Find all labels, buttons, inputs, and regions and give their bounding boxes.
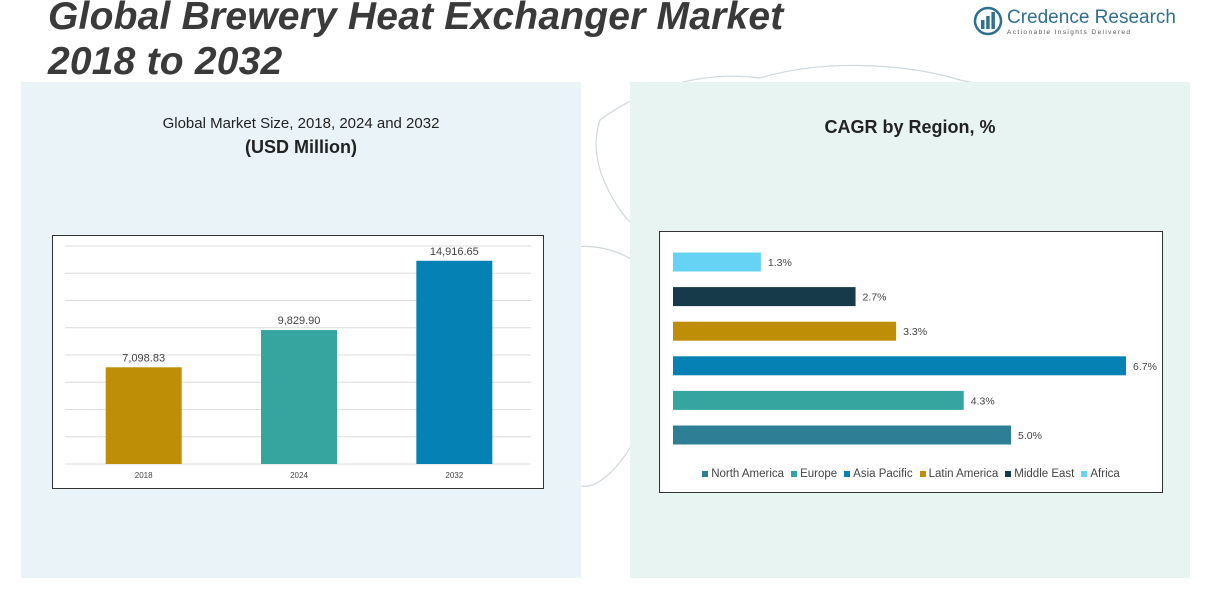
bar-value-label: 7,098.83: [122, 352, 165, 364]
x-tick-label: 2018: [135, 471, 153, 480]
logo-name: Credence Research: [1007, 7, 1176, 28]
x-tick-label: 2024: [290, 471, 308, 480]
bar-value-label: 6.7%: [1133, 361, 1157, 373]
title-line-1: Global Brewery Heat Exchanger Market: [48, 0, 784, 38]
market-size-chart-unit: (USD Million): [245, 137, 357, 157]
legend-label: North America: [711, 468, 785, 480]
bar-asia-pacific: [673, 356, 1126, 376]
bar-2018: [105, 367, 182, 464]
logo-tagline: Actionable Insights Delivered: [1007, 29, 1132, 36]
bar-latin-america: [673, 321, 897, 341]
market-size-chart: 7,098.83 2018 9,829.90 2024 14,916.65 2032: [52, 235, 544, 489]
legend-swatch: [702, 471, 709, 477]
x-tick-label: 2032: [445, 471, 463, 480]
legend-item: Africa: [1081, 468, 1120, 480]
cagr-bar-chart: 5.0% 4.3% 6.7% 3.3% 2.7% 1.3%: [673, 252, 1157, 445]
bar-value-label: 2.7%: [863, 292, 887, 304]
legend-label: Middle East: [1014, 468, 1075, 480]
bar-2024: [261, 330, 337, 464]
legend-swatch: [919, 471, 926, 477]
bar-2032: [416, 260, 493, 464]
legend-item: Latin America: [919, 468, 999, 480]
bar-value-label: 9,829.90: [278, 315, 321, 327]
bar-middle-east: [673, 287, 856, 307]
cagr-chart: 5.0% 4.3% 6.7% 3.3% 2.7% 1.3% North America Eu…: [659, 231, 1163, 493]
bar-europe: [673, 390, 964, 410]
brand-logo: Credence Research Actionable Insights De…: [973, 6, 1176, 40]
legend-swatch: [1005, 471, 1012, 477]
legend-swatch: [844, 471, 851, 477]
bar-africa: [673, 252, 761, 272]
bar-value-label: 5.0%: [1018, 430, 1042, 442]
legend-label: Asia Pacific: [853, 468, 913, 480]
legend-label: Africa: [1090, 468, 1120, 480]
legend-item: North America: [702, 468, 784, 480]
cagr-chart-title: CAGR by Region, %: [824, 117, 996, 137]
bar-value-label: 4.3%: [971, 395, 995, 407]
legend-item: Middle East: [1005, 468, 1074, 480]
bar-value-label: 3.3%: [903, 326, 927, 338]
legend-swatch: [791, 471, 798, 477]
bar-value-label: 1.3%: [768, 257, 792, 269]
legend-item: Europe: [791, 468, 837, 480]
title-line-2: 2018 to 2032: [48, 40, 283, 83]
market-size-chart-title: Global Market Size, 2018, 2024 and 2032: [162, 115, 440, 132]
legend-swatch: [1081, 471, 1088, 477]
bar-north-america: [673, 425, 1012, 445]
bar-chart-circle-icon: [973, 6, 1003, 36]
legend-label: Latin America: [928, 468, 999, 480]
market-size-bar-chart: 7,098.83 2018 9,829.90 2024 14,916.65 2032: [65, 245, 531, 480]
cagr-legend: North America Europe Asia Pacific Latin Ame…: [660, 468, 1162, 480]
page-title: Global Brewery Heat Exchanger Market 201…: [48, 0, 783, 84]
legend-label: Europe: [800, 468, 838, 480]
legend-item: Asia Pacific: [844, 468, 913, 480]
bar-value-label: 14,916.65: [430, 246, 479, 258]
